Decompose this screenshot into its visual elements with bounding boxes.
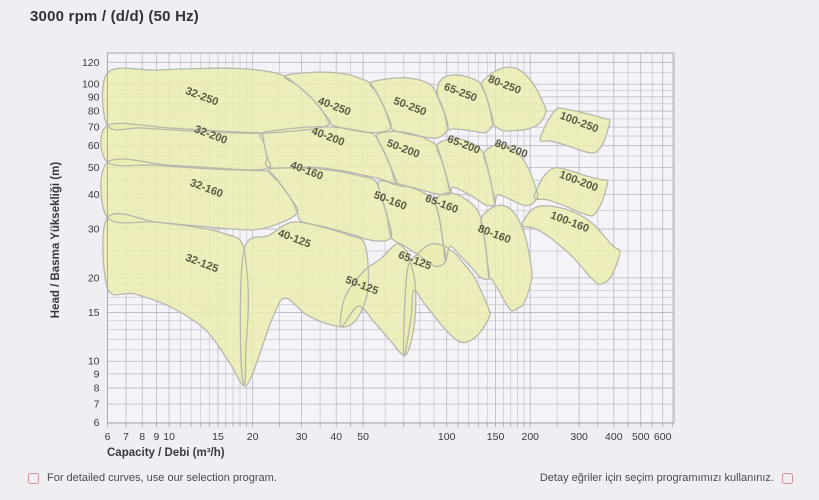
pump-region-border-80-250: [480, 66, 547, 132]
pump-region-border-80-160: [480, 204, 533, 312]
pump-region-40-200: [260, 126, 397, 185]
pump-region-border-80-200: [483, 144, 539, 207]
y-tick-label-7: 7: [94, 399, 100, 411]
x-tick-label-300: 300: [570, 431, 588, 443]
y-tick-label-8: 8: [94, 383, 100, 395]
y-tick-label-9: 9: [94, 368, 100, 380]
pump-region-border-100-250: [539, 107, 611, 154]
pump-region-50-200: [376, 131, 451, 195]
page-title: 3000 rpm / (d/d) (50 Hz): [30, 8, 200, 25]
y-tick-label-20: 20: [88, 272, 100, 284]
pump-region-100-160: [522, 205, 621, 285]
pump-region-border-65-125: [402, 243, 491, 357]
y-tick-label-40: 40: [88, 189, 100, 201]
x-tick-label-7: 7: [123, 431, 129, 443]
footer-note-en-text: For detailed curves, use our selection p…: [47, 472, 277, 484]
x-tick-label-150: 150: [487, 431, 505, 443]
pump-region-80-200: [483, 144, 538, 206]
pump-region-80-250: [481, 67, 547, 132]
y-axis-title: Head / Basma Yüksekliği (m): [50, 161, 62, 319]
pump-region-65-125: [403, 243, 490, 357]
selection-program-icon: [28, 472, 39, 484]
footer-note-en: For detailed curves, use our selection p…: [28, 472, 277, 484]
pump-region-border-50-200: [375, 130, 452, 196]
pump-region-border-40-160: [267, 167, 393, 242]
pump-region-40-125: [240, 221, 369, 387]
pump-region-border-100-160: [521, 205, 621, 286]
y-tick-label-15: 15: [88, 307, 100, 319]
x-tick-label-10: 10: [163, 431, 175, 443]
x-tick-label-15: 15: [212, 431, 224, 443]
x-tick-label-30: 30: [296, 431, 308, 443]
pump-region-border-100-200: [533, 166, 609, 217]
x-tick-label-9: 9: [153, 431, 159, 443]
pump-region-65-160: [435, 192, 490, 280]
pump-region-50-250: [369, 77, 449, 139]
plot-border: [107, 52, 675, 424]
x-tick-label-100: 100: [438, 431, 456, 443]
pump-region-40-250: [284, 72, 392, 133]
y-tick-label-90: 90: [88, 91, 100, 103]
y-tick-label-6: 6: [94, 417, 100, 429]
pump-region-100-200: [534, 167, 608, 216]
axis-ticks: 6 7 8 9 10 15 20 30 40 50 100 150 200 300 400 500 600678…: [82, 57, 673, 443]
pump-region-border-40-125: [239, 221, 370, 387]
y-tick-label-30: 30: [88, 224, 100, 236]
x-tick-label-40: 40: [330, 431, 342, 443]
pump-region-50-125: [340, 243, 416, 356]
x-tick-label-500: 500: [632, 431, 650, 443]
footer-note-tr: Detay eğriler için seçim programımızı ku…: [540, 472, 793, 484]
y-tick-label-60: 60: [88, 140, 100, 152]
x-tick-label-6: 6: [105, 431, 111, 443]
pump-region-32-125: [102, 213, 249, 386]
y-tick-label-80: 80: [88, 106, 100, 118]
x-tick-label-200: 200: [521, 431, 539, 443]
x-tick-label-400: 400: [605, 431, 623, 443]
y-tick-label-120: 120: [82, 57, 100, 69]
x-tick-label-8: 8: [139, 431, 145, 443]
x-tick-label-20: 20: [247, 431, 259, 443]
pump-region-border-50-250: [369, 77, 449, 140]
y-tick-label-10: 10: [88, 356, 100, 368]
pump-region-40-160: [268, 167, 392, 242]
y-tick-label-100: 100: [82, 79, 100, 91]
pump-region-100-250: [540, 107, 610, 153]
y-tick-label-50: 50: [88, 162, 100, 174]
footer-note-tr-text: Detay eğriler için seçim programımızı ku…: [539, 472, 774, 484]
x-tick-label-600: 600: [654, 431, 672, 443]
pump-region-border-50-125: [339, 243, 417, 357]
pump-regions: [100, 67, 621, 387]
pump-region-80-160: [481, 205, 533, 311]
x-axis-title: Capacity / Debi (m³/h): [107, 447, 225, 459]
selection-program-icon-tr: [782, 472, 793, 484]
x-tick-label-50: 50: [357, 431, 369, 443]
y-tick-label-70: 70: [88, 122, 100, 134]
pump-region-32-160: [100, 158, 298, 231]
pump-region-32-200: [100, 123, 271, 171]
pump-region-borders: [100, 66, 621, 387]
pump-region-border-32-125: [102, 212, 250, 386]
pump-region-65-250: [437, 74, 494, 133]
pump-region-32-250: [102, 68, 331, 134]
